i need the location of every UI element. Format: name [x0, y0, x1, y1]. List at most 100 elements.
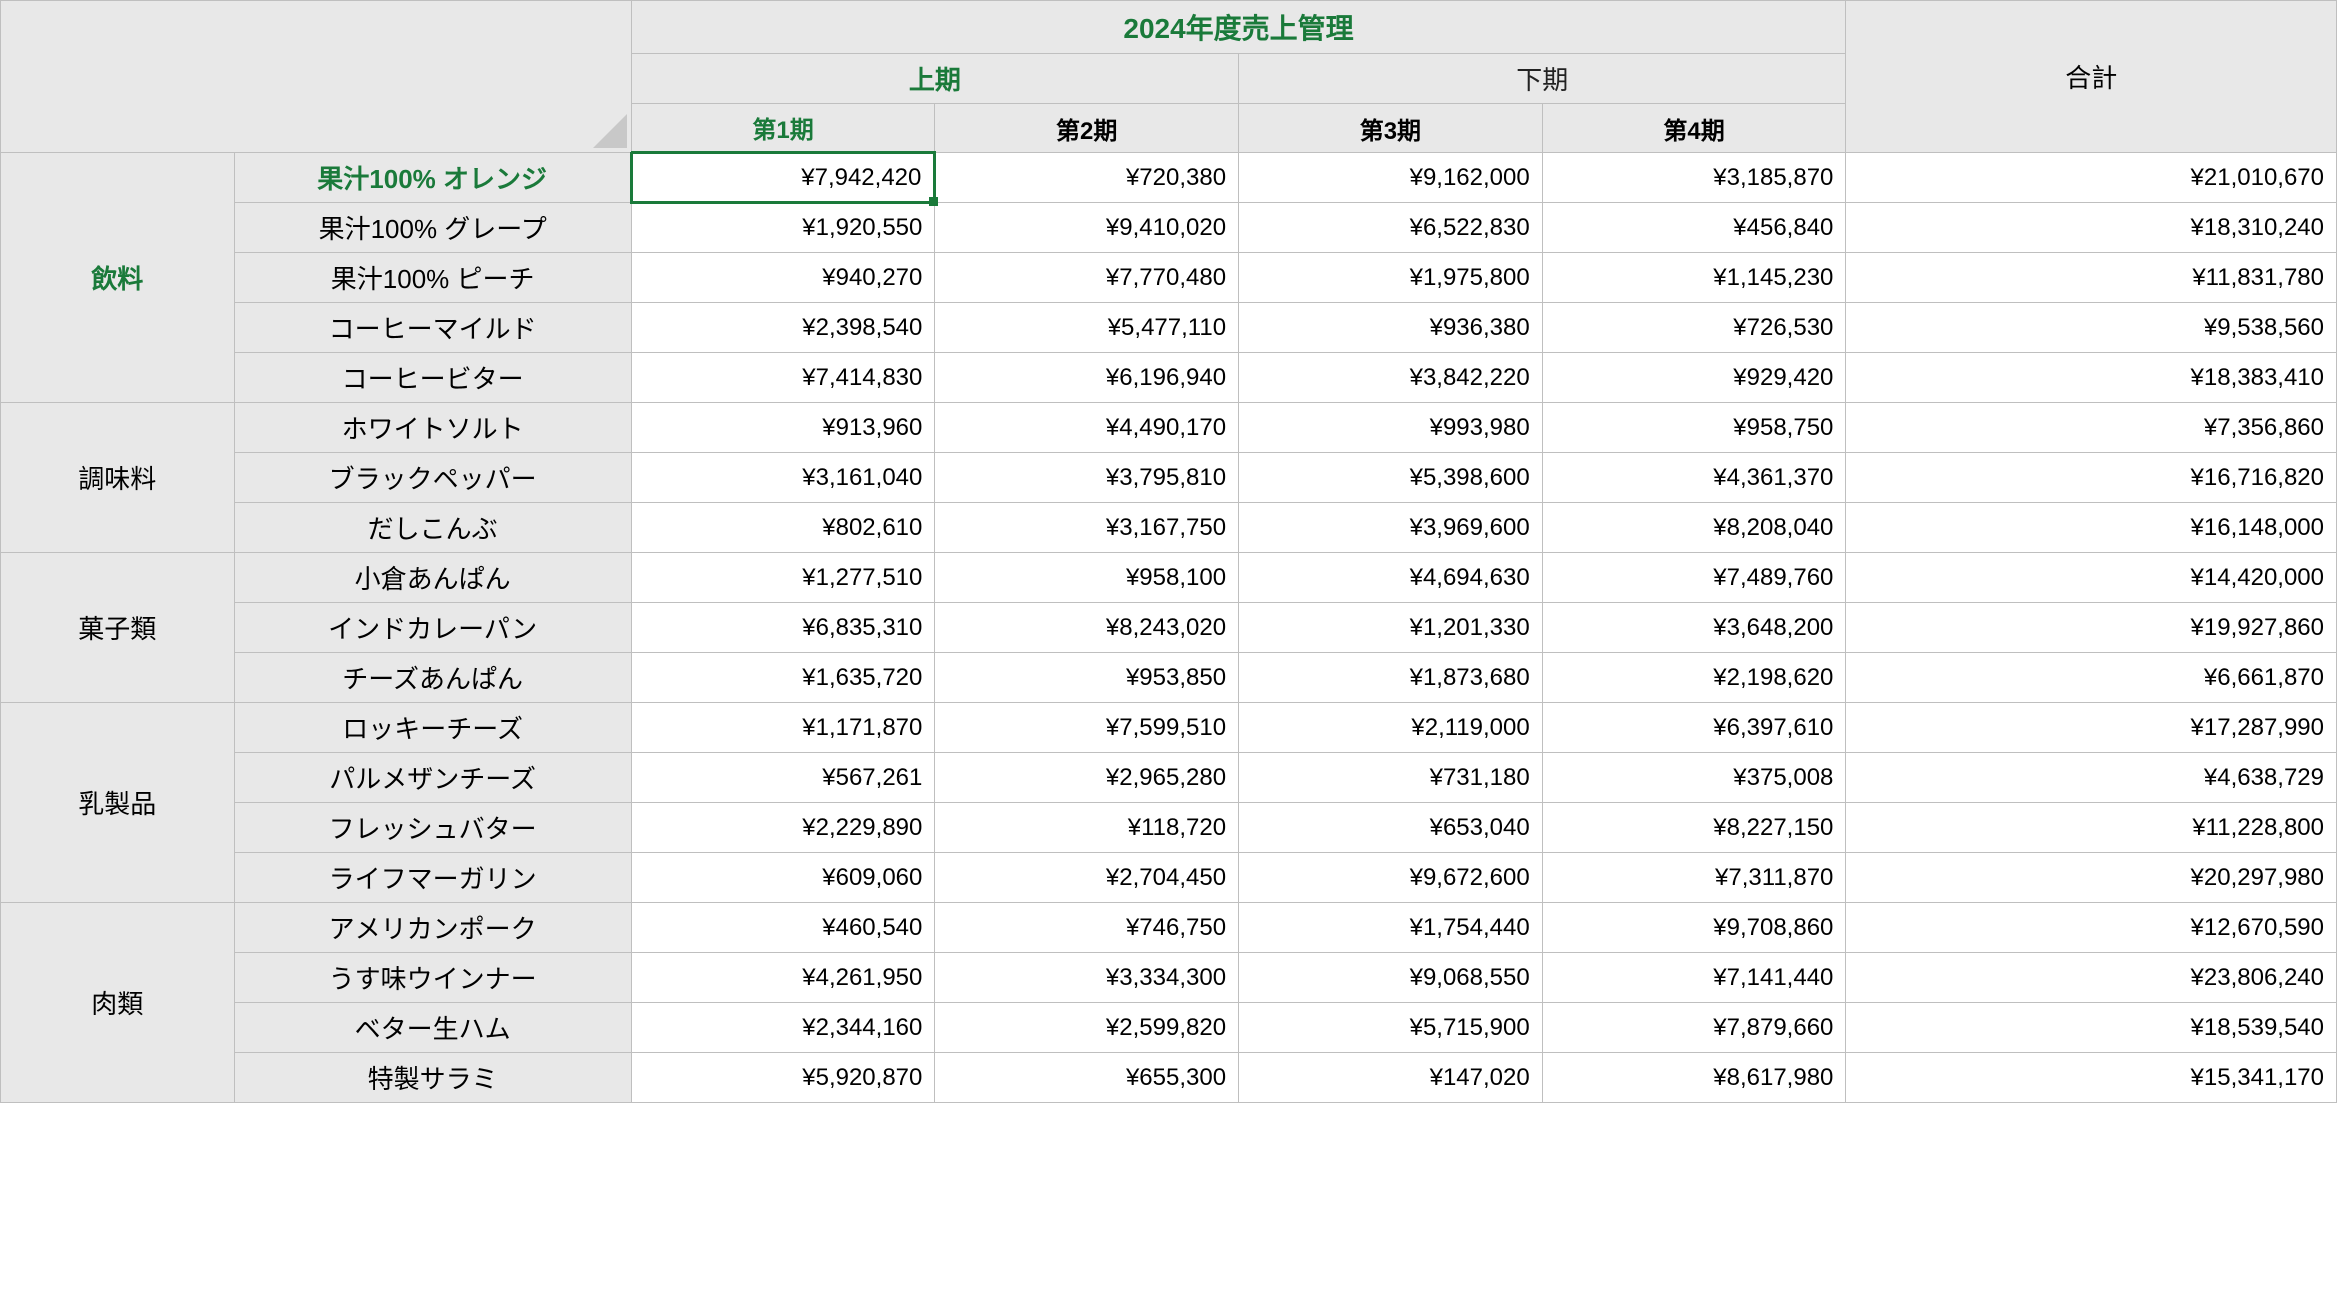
data-cell[interactable]: ¥3,842,220 [1239, 353, 1543, 403]
data-cell[interactable]: ¥2,398,540 [631, 303, 935, 353]
q4-header[interactable]: 第4期 [1542, 104, 1846, 153]
total-cell[interactable]: ¥9,538,560 [1846, 303, 2337, 353]
data-cell[interactable]: ¥7,489,760 [1542, 553, 1846, 603]
data-cell[interactable]: ¥940,270 [631, 253, 935, 303]
data-cell[interactable]: ¥720,380 [935, 153, 1239, 203]
data-cell[interactable]: ¥936,380 [1239, 303, 1543, 353]
data-cell[interactable]: ¥3,795,810 [935, 453, 1239, 503]
data-cell[interactable]: ¥653,040 [1239, 803, 1543, 853]
data-cell[interactable]: ¥7,311,870 [1542, 853, 1846, 903]
data-cell[interactable]: ¥3,161,040 [631, 453, 935, 503]
data-cell[interactable]: ¥9,708,860 [1542, 903, 1846, 953]
data-cell[interactable]: ¥147,020 [1239, 1053, 1543, 1103]
product-cell[interactable]: チーズあんぱん [234, 653, 631, 703]
data-cell[interactable]: ¥929,420 [1542, 353, 1846, 403]
product-cell[interactable]: ベター生ハム [234, 1003, 631, 1053]
data-cell[interactable]: ¥1,754,440 [1239, 903, 1543, 953]
total-cell[interactable]: ¥6,661,870 [1846, 653, 2337, 703]
data-cell[interactable]: ¥5,477,110 [935, 303, 1239, 353]
total-cell[interactable]: ¥18,310,240 [1846, 203, 2337, 253]
product-cell[interactable]: 特製サラミ [234, 1053, 631, 1103]
data-cell[interactable]: ¥7,942,420 [631, 153, 935, 203]
total-cell[interactable]: ¥14,420,000 [1846, 553, 2337, 603]
data-cell[interactable]: ¥9,162,000 [1239, 153, 1543, 203]
product-cell[interactable]: 果汁100% ピーチ [234, 253, 631, 303]
second-half-header[interactable]: 下期 [1239, 54, 1846, 104]
data-cell[interactable]: ¥567,261 [631, 753, 935, 803]
data-cell[interactable]: ¥6,835,310 [631, 603, 935, 653]
category-cell[interactable]: 飲料 [1, 153, 235, 403]
data-cell[interactable]: ¥3,167,750 [935, 503, 1239, 553]
product-cell[interactable]: インドカレーパン [234, 603, 631, 653]
data-cell[interactable]: ¥2,198,620 [1542, 653, 1846, 703]
category-cell[interactable]: 調味料 [1, 403, 235, 553]
data-cell[interactable]: ¥9,068,550 [1239, 953, 1543, 1003]
data-cell[interactable]: ¥8,617,980 [1542, 1053, 1846, 1103]
data-cell[interactable]: ¥6,196,940 [935, 353, 1239, 403]
total-cell[interactable]: ¥11,831,780 [1846, 253, 2337, 303]
data-cell[interactable]: ¥9,672,600 [1239, 853, 1543, 903]
data-cell[interactable]: ¥1,975,800 [1239, 253, 1543, 303]
category-cell[interactable]: 菓子類 [1, 553, 235, 703]
category-cell[interactable]: 乳製品 [1, 703, 235, 903]
total-cell[interactable]: ¥17,287,990 [1846, 703, 2337, 753]
total-cell[interactable]: ¥11,228,800 [1846, 803, 2337, 853]
q1-header[interactable]: 第1期 [631, 104, 935, 153]
data-cell[interactable]: ¥993,980 [1239, 403, 1543, 453]
data-cell[interactable]: ¥5,920,870 [631, 1053, 935, 1103]
data-cell[interactable]: ¥4,261,950 [631, 953, 935, 1003]
total-cell[interactable]: ¥16,716,820 [1846, 453, 2337, 503]
product-cell[interactable]: うす味ウインナー [234, 953, 631, 1003]
first-half-header[interactable]: 上期 [631, 54, 1238, 104]
data-cell[interactable]: ¥4,361,370 [1542, 453, 1846, 503]
data-cell[interactable]: ¥4,694,630 [1239, 553, 1543, 603]
data-cell[interactable]: ¥7,599,510 [935, 703, 1239, 753]
total-cell[interactable]: ¥21,010,670 [1846, 153, 2337, 203]
product-cell[interactable]: フレッシュバター [234, 803, 631, 853]
data-cell[interactable]: ¥2,704,450 [935, 853, 1239, 903]
data-cell[interactable]: ¥1,920,550 [631, 203, 935, 253]
data-cell[interactable]: ¥953,850 [935, 653, 1239, 703]
data-cell[interactable]: ¥3,334,300 [935, 953, 1239, 1003]
product-cell[interactable]: 果汁100% オレンジ [234, 153, 631, 203]
total-cell[interactable]: ¥7,356,860 [1846, 403, 2337, 453]
total-cell[interactable]: ¥12,670,590 [1846, 903, 2337, 953]
q3-header[interactable]: 第3期 [1239, 104, 1543, 153]
data-cell[interactable]: ¥913,960 [631, 403, 935, 453]
product-cell[interactable]: だしこんぶ [234, 503, 631, 553]
data-cell[interactable]: ¥655,300 [935, 1053, 1239, 1103]
total-cell[interactable]: ¥15,341,170 [1846, 1053, 2337, 1103]
product-cell[interactable]: 小倉あんぱん [234, 553, 631, 603]
data-cell[interactable]: ¥2,229,890 [631, 803, 935, 853]
total-cell[interactable]: ¥23,806,240 [1846, 953, 2337, 1003]
product-cell[interactable]: コーヒービター [234, 353, 631, 403]
total-cell[interactable]: ¥4,638,729 [1846, 753, 2337, 803]
data-cell[interactable]: ¥1,873,680 [1239, 653, 1543, 703]
data-cell[interactable]: ¥958,750 [1542, 403, 1846, 453]
data-cell[interactable]: ¥118,720 [935, 803, 1239, 853]
data-cell[interactable]: ¥958,100 [935, 553, 1239, 603]
data-cell[interactable]: ¥7,414,830 [631, 353, 935, 403]
data-cell[interactable]: ¥7,141,440 [1542, 953, 1846, 1003]
data-cell[interactable]: ¥6,522,830 [1239, 203, 1543, 253]
data-cell[interactable]: ¥456,840 [1542, 203, 1846, 253]
product-cell[interactable]: 果汁100% グレープ [234, 203, 631, 253]
data-cell[interactable]: ¥731,180 [1239, 753, 1543, 803]
product-cell[interactable]: パルメザンチーズ [234, 753, 631, 803]
q2-header[interactable]: 第2期 [935, 104, 1239, 153]
data-cell[interactable]: ¥7,879,660 [1542, 1003, 1846, 1053]
data-cell[interactable]: ¥6,397,610 [1542, 703, 1846, 753]
data-cell[interactable]: ¥3,185,870 [1542, 153, 1846, 203]
data-cell[interactable]: ¥375,008 [1542, 753, 1846, 803]
data-cell[interactable]: ¥726,530 [1542, 303, 1846, 353]
total-cell[interactable]: ¥16,148,000 [1846, 503, 2337, 553]
data-cell[interactable]: ¥8,227,150 [1542, 803, 1846, 853]
data-cell[interactable]: ¥2,965,280 [935, 753, 1239, 803]
data-cell[interactable]: ¥8,243,020 [935, 603, 1239, 653]
data-cell[interactable]: ¥1,635,720 [631, 653, 935, 703]
total-cell[interactable]: ¥19,927,860 [1846, 603, 2337, 653]
product-cell[interactable]: ライフマーガリン [234, 853, 631, 903]
product-cell[interactable]: コーヒーマイルド [234, 303, 631, 353]
data-cell[interactable]: ¥3,648,200 [1542, 603, 1846, 653]
data-cell[interactable]: ¥2,119,000 [1239, 703, 1543, 753]
